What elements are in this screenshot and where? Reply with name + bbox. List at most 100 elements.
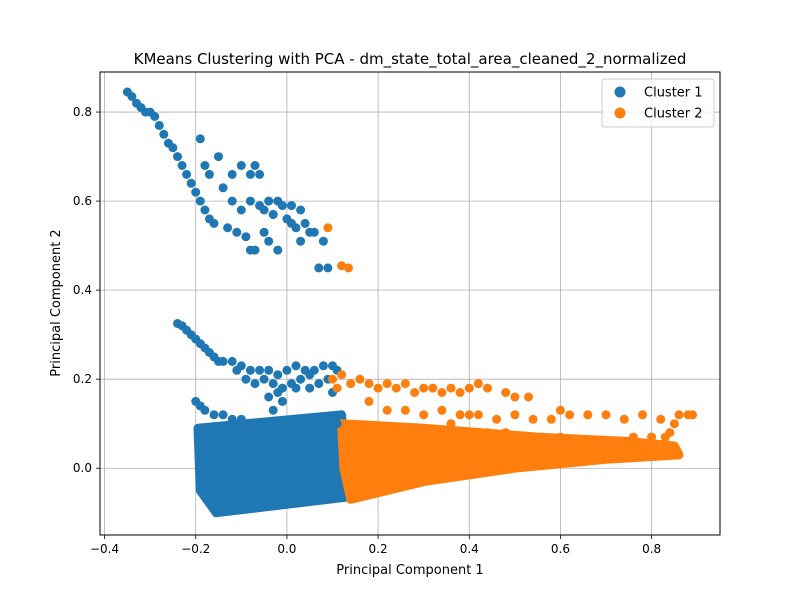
cluster-2-point (660, 432, 670, 442)
cluster-2-point (446, 419, 456, 429)
cluster-1-point (245, 419, 255, 429)
cluster-1-point (182, 169, 192, 179)
y-tick-label: 0.8 (73, 105, 92, 119)
x-tick-label: −0.4 (90, 542, 119, 556)
cluster-1-point (191, 187, 201, 197)
cluster-2-point (410, 432, 420, 442)
cluster-2-point (373, 428, 383, 438)
cluster-1-point (264, 392, 274, 402)
cluster-1-point (268, 379, 278, 389)
cluster-2-point (601, 410, 611, 420)
x-tick-label: 0.8 (642, 542, 661, 556)
cluster-2-point (510, 410, 520, 420)
cluster-2-point (647, 432, 657, 442)
cluster-2-point (346, 450, 356, 460)
cluster-2-point (688, 410, 698, 420)
cluster-1-point (250, 245, 260, 255)
cluster-2-point (323, 223, 333, 233)
x-tick-label: 0.2 (369, 542, 388, 556)
legend-label-cluster-1: Cluster 1 (644, 86, 703, 101)
cluster-2-point (510, 392, 520, 402)
cluster-1-point (200, 161, 210, 170)
y-tick-label: 0.0 (73, 461, 92, 475)
cluster-2-point (669, 419, 679, 429)
cluster-2-point (332, 383, 342, 393)
cluster-2-point (537, 432, 547, 442)
cluster-1-point (127, 92, 137, 101)
cluster-1-point (282, 419, 292, 429)
cluster-2-point (391, 432, 401, 442)
cluster-2-point (524, 392, 533, 402)
cluster-1-point (300, 218, 310, 228)
cluster-2-point (455, 388, 465, 397)
cluster-2-point (555, 405, 565, 415)
cluster-1-point (227, 414, 237, 424)
legend-label-cluster-2: Cluster 2 (644, 107, 703, 122)
cluster-1-point (209, 218, 219, 228)
cluster-1-point (309, 419, 319, 429)
legend-box (601, 78, 715, 128)
x-tick-label: 0.4 (460, 542, 479, 556)
cluster-2-point (337, 370, 347, 380)
cluster-2-point (565, 410, 575, 420)
cluster-2-point (419, 410, 429, 420)
cluster-2-point (382, 379, 392, 389)
cluster-1-point (195, 134, 205, 144)
x-tick-label: −0.2 (181, 542, 210, 556)
cluster-1-point (200, 205, 210, 215)
cluster-2-point (610, 437, 620, 446)
cluster-1-point (314, 263, 324, 273)
cluster-1-point (204, 169, 214, 179)
cluster-2-point (355, 432, 365, 442)
cluster-1-point (264, 236, 274, 246)
cluster-1-point (218, 183, 228, 193)
cluster-1-point (287, 201, 296, 211)
cluster-1-point (277, 396, 287, 406)
cluster-1-point (273, 370, 283, 380)
cluster-2-point (337, 261, 347, 271)
cluster-2-point (428, 428, 438, 438)
cluster-1-point (186, 178, 196, 188)
plot-frame (99, 71, 721, 536)
cluster-2-point (583, 410, 593, 420)
cluster-1-point (255, 419, 265, 429)
cluster-1-point (159, 129, 169, 139)
legend: Cluster 1 Cluster 2 (601, 78, 715, 128)
cluster-2-point (628, 432, 638, 442)
cluster-2-point (428, 383, 438, 393)
y-tick-label: 0.4 (73, 283, 92, 297)
cluster-1-point (264, 365, 274, 375)
cluster-2-point (464, 383, 474, 393)
cluster-2-point (446, 437, 456, 446)
cluster-2-point (555, 432, 565, 442)
cluster-1-point (209, 410, 219, 420)
cluster-1-point (236, 161, 246, 170)
x-tick-label: 0.0 (277, 542, 296, 556)
cluster-1-point (300, 419, 310, 429)
cluster-2-point (656, 414, 666, 424)
cluster-2-point (473, 379, 483, 389)
cluster-1-point (305, 383, 315, 393)
cluster-1-point (245, 365, 255, 375)
legend-marker-cluster-2 (614, 107, 626, 119)
cluster-1-point (291, 383, 301, 393)
cluster-1-point (250, 379, 260, 389)
cluster-2-point (455, 410, 465, 420)
cluster-2-point (492, 414, 502, 424)
cluster-1-point (218, 410, 228, 420)
cluster-1-point (250, 161, 260, 170)
cluster-2-point (400, 405, 410, 415)
cluster-2-point (483, 383, 492, 393)
x-axis-label: Principal Component 1 (336, 563, 483, 578)
cluster-1-point (309, 227, 319, 237)
cluster-2-point (464, 432, 474, 442)
cluster-2-point (592, 437, 602, 446)
cluster-1-point (259, 227, 269, 237)
cluster-2-point (341, 437, 351, 446)
cluster-1-point (291, 414, 301, 424)
cluster-1-point (223, 223, 233, 233)
cluster-1-point (150, 112, 160, 121)
y-axis-ticks: 0.0 0.2 0.4 0.6 0.8 (73, 105, 100, 475)
cluster-1-point (236, 205, 246, 215)
